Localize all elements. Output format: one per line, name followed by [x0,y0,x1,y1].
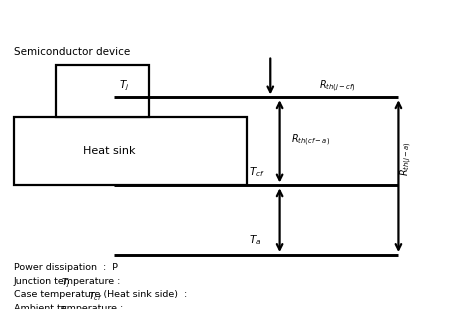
Text: $T_j$: $T_j$ [119,78,129,93]
Text: $R_{th(j-cf)}$: $R_{th(j-cf)}$ [319,79,356,94]
Text: $R_{th(cf-a)}$: $R_{th(cf-a)}$ [291,133,330,148]
Text: Ambient temperature :: Ambient temperature : [14,304,129,309]
Text: Semiconductor device: Semiconductor device [14,47,130,57]
Bar [56,65,149,117]
Text: Power dissipation  :  P: Power dissipation : P [14,263,118,272]
Text: Heat sink: Heat sink [83,146,136,156]
Bar [14,117,247,185]
Text: $T_{cf}$: $T_{cf}$ [249,165,265,179]
Text: $T_{cf}$: $T_{cf}$ [89,290,103,303]
Text: Junction temperature :: Junction temperature : [14,277,127,286]
Text: Case temperature (Heat sink side)  :: Case temperature (Heat sink side) : [14,290,193,299]
Text: $T_a$: $T_a$ [59,304,70,309]
Text: $T_j$: $T_j$ [61,277,70,290]
Text: $R_{th(j-a)}$: $R_{th(j-a)}$ [398,141,414,176]
Text: $T_a$: $T_a$ [249,233,261,247]
